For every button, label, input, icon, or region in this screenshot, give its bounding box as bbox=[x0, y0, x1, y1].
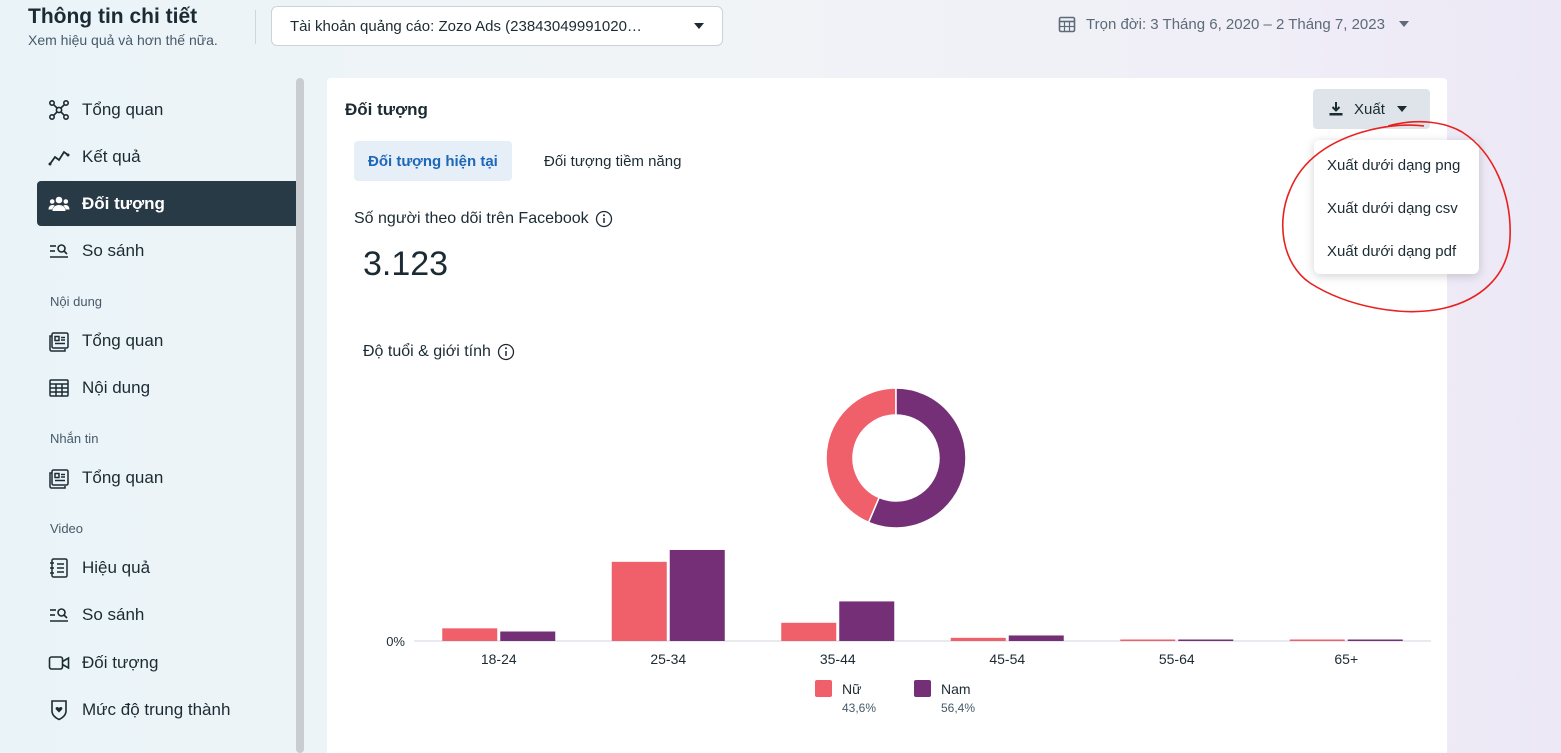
trend-line-icon bbox=[48, 146, 70, 168]
sidebar-item-label: Đối tượng bbox=[82, 652, 159, 672]
calendar-icon bbox=[1058, 16, 1076, 33]
x-tick-label: 25-34 bbox=[650, 651, 686, 667]
legend-label: Nữ bbox=[842, 680, 862, 697]
sidebar-item-label: Tổng quan bbox=[82, 330, 164, 350]
bar-65+-male bbox=[1347, 639, 1403, 641]
sidebar-item-content[interactable]: Nội dung bbox=[37, 365, 296, 410]
compare-search-icon bbox=[48, 604, 70, 626]
y-tick-label: 0% bbox=[386, 634, 405, 649]
sidebar-scrollbar[interactable] bbox=[296, 78, 304, 753]
date-range-label: Trọn đời: 3 Tháng 6, 2020 – 2 Tháng 7, 2… bbox=[1086, 15, 1385, 33]
sidebar-item-label: Nội dung bbox=[82, 377, 151, 397]
legend-percent: 56,4% bbox=[941, 701, 976, 715]
sidebar-item-overview[interactable]: Tổng quan bbox=[37, 87, 296, 132]
account-select-label: Tài khoản quảng cáo: Zozo Ads (238430499… bbox=[290, 17, 642, 35]
sidebar-item-label: Mức độ trung thành bbox=[82, 699, 231, 719]
content-overview-icon bbox=[48, 330, 70, 352]
followers-metric-value: 3.123 bbox=[363, 245, 449, 283]
bar-55-64-male bbox=[1178, 639, 1234, 641]
network-icon bbox=[48, 99, 70, 121]
notebook-icon bbox=[48, 557, 70, 579]
chevron-down-icon bbox=[1396, 106, 1407, 112]
header-divider bbox=[255, 10, 256, 44]
metric-label-text: Số người theo dõi trên Facebook bbox=[354, 210, 589, 227]
bar-35-44-female bbox=[781, 622, 837, 641]
followers-metric-label: Số người theo dõi trên Facebook bbox=[354, 210, 613, 228]
age-gender-chart-title: Độ tuổi & giới tính bbox=[363, 343, 515, 361]
x-tick-label: 45-54 bbox=[989, 651, 1025, 667]
export-csv-option[interactable]: Xuất dưới dạng csv bbox=[1327, 200, 1458, 217]
info-icon[interactable] bbox=[595, 210, 613, 228]
bar-45-54-male bbox=[1008, 635, 1064, 641]
legend-swatch bbox=[815, 680, 832, 697]
export-button-label: Xuất bbox=[1354, 100, 1385, 118]
nav-section-title: Nhắn tin bbox=[50, 431, 99, 446]
x-tick-label: 18-24 bbox=[481, 651, 517, 667]
sidebar-item-audience[interactable]: Đối tượng bbox=[37, 181, 296, 226]
tab-current-audience[interactable]: Đối tượng hiện tại bbox=[354, 141, 512, 181]
bar-18-24-male bbox=[500, 631, 556, 641]
audience-panel: Đối tượng Xuất Đối tượng hiện tại Đối tư… bbox=[327, 78, 1447, 753]
sidebar-item-compare[interactable]: So sánh bbox=[37, 228, 296, 273]
sidebar-item-content-overview[interactable]: Tổng quan bbox=[37, 318, 296, 363]
donut-slice-female bbox=[825, 387, 897, 524]
sidebar-item-video-audience[interactable]: Đối tượng bbox=[37, 640, 296, 685]
export-dropdown-menu: Xuất dưới dạng png Xuất dưới dạng csv Xu… bbox=[1314, 140, 1479, 274]
sidebar-item-label: Đối tượng bbox=[82, 193, 165, 213]
sidebar-item-label: Hiệu quả bbox=[82, 557, 151, 577]
bar-25-34-male bbox=[669, 549, 725, 641]
bar-45-54-female bbox=[950, 637, 1006, 641]
chevron-down-icon bbox=[694, 23, 704, 29]
sidebar: Tổng quan Kết quả Đối tượng So sánh Nội … bbox=[0, 78, 300, 753]
age-gender-chart: 0% 18-24 25-34 35-44 45-54 55-64 65+ bbox=[386, 387, 1431, 667]
chevron-down-icon bbox=[1398, 21, 1409, 27]
sidebar-item-label: So sánh bbox=[82, 240, 145, 260]
legend-label: Nam bbox=[941, 680, 971, 697]
bar-65+-female bbox=[1289, 639, 1345, 641]
download-icon bbox=[1329, 102, 1343, 116]
nav-section-title: Video bbox=[50, 521, 84, 536]
video-camera-icon bbox=[48, 652, 70, 674]
nav-section-title: Nội dung bbox=[50, 294, 103, 309]
chart-legend-female: Nữ 43,6% bbox=[815, 680, 876, 715]
bar-35-44-male bbox=[839, 601, 895, 641]
info-icon[interactable] bbox=[497, 343, 515, 361]
sidebar-item-video-performance[interactable]: Hiệu quả bbox=[37, 545, 296, 590]
donut-slice-male bbox=[867, 387, 967, 529]
export-pdf-option[interactable]: Xuất dưới dạng pdf bbox=[1327, 243, 1457, 260]
legend-row: Nam bbox=[914, 680, 971, 697]
content-overview-icon bbox=[48, 467, 70, 489]
account-select[interactable]: Tài khoản quảng cáo: Zozo Ads (238430499… bbox=[271, 6, 723, 46]
x-tick-label: 55-64 bbox=[1159, 651, 1195, 667]
x-tick-label: 65+ bbox=[1334, 651, 1358, 667]
sidebar-item-label: Tổng quan bbox=[82, 99, 164, 119]
sidebar-item-messaging-overview[interactable]: Tổng quan bbox=[37, 455, 296, 500]
sidebar-item-label: Kết quả bbox=[82, 146, 141, 166]
page-title: Thông tin chi tiết bbox=[28, 5, 198, 28]
sidebar-item-loyalty[interactable]: Mức độ trung thành bbox=[37, 687, 296, 732]
people-icon bbox=[48, 193, 70, 215]
bar-18-24-female bbox=[442, 628, 498, 641]
sidebar-item-results[interactable]: Kết quả bbox=[37, 134, 296, 179]
bar-55-64-female bbox=[1120, 639, 1176, 641]
chart-legend-male: Nam 56,4% bbox=[914, 680, 975, 715]
shield-heart-icon bbox=[48, 699, 70, 721]
page-subtitle: Xem hiệu quả và hơn thế nữa. bbox=[28, 32, 218, 48]
chart-title-text: Độ tuổi & giới tính bbox=[363, 343, 491, 360]
bar-25-34-female bbox=[611, 561, 667, 641]
x-tick-label: 35-44 bbox=[820, 651, 856, 667]
legend-swatch bbox=[914, 680, 931, 697]
date-range-picker[interactable]: Trọn đời: 3 Tháng 6, 2020 – 2 Tháng 7, 2… bbox=[1058, 15, 1409, 33]
legend-row: Nữ bbox=[815, 680, 861, 697]
tab-potential-audience[interactable]: Đối tượng tiềm năng bbox=[544, 152, 682, 170]
table-icon bbox=[48, 377, 70, 399]
sidebar-item-label: Tổng quan bbox=[82, 467, 164, 487]
sidebar-item-video-compare[interactable]: So sánh bbox=[37, 592, 296, 637]
export-png-option[interactable]: Xuất dưới dạng png bbox=[1327, 157, 1461, 174]
sidebar-item-label: So sánh bbox=[82, 604, 145, 624]
compare-search-icon bbox=[48, 240, 70, 262]
legend-percent: 43,6% bbox=[842, 701, 877, 715]
panel-title: Đối tượng bbox=[345, 100, 428, 119]
